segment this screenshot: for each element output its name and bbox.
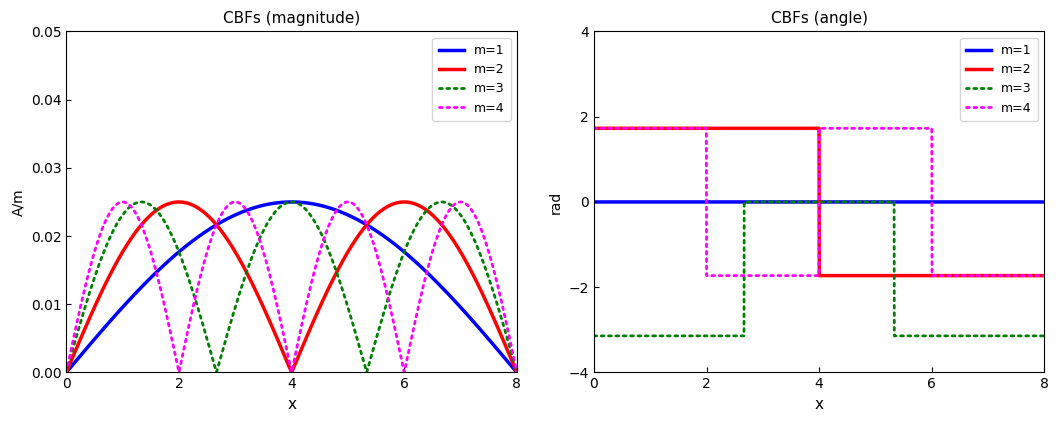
m=3 bbox=[511, 370, 524, 375]
Line: m=3: m=3 bbox=[67, 202, 517, 373]
m=1 bbox=[414, 264, 427, 269]
m=4 bbox=[414, 292, 427, 297]
m=1 bbox=[511, 370, 524, 375]
m=2 bbox=[497, 339, 510, 344]
m=3 bbox=[587, 333, 600, 338]
m=3 bbox=[942, 333, 955, 338]
m=4 bbox=[795, 273, 808, 278]
X-axis label: x: x bbox=[815, 397, 824, 412]
m=4 bbox=[807, 273, 819, 278]
m=2 bbox=[611, 126, 623, 131]
m=1 bbox=[795, 199, 808, 204]
m=4 bbox=[267, 288, 280, 293]
Legend: m=1, m=2, m=3, m=4: m=1, m=2, m=3, m=4 bbox=[960, 38, 1038, 121]
m=1 bbox=[1025, 199, 1038, 204]
m=1 bbox=[1038, 199, 1050, 204]
m=3 bbox=[1025, 333, 1038, 338]
m=4 bbox=[497, 309, 510, 314]
m=4 bbox=[587, 126, 600, 131]
Title: CBFs (magnitude): CBFs (magnitude) bbox=[223, 11, 360, 26]
m=1 bbox=[1025, 199, 1038, 204]
m=1 bbox=[83, 343, 95, 348]
X-axis label: x: x bbox=[287, 397, 296, 412]
m=4 bbox=[511, 370, 524, 375]
m=4 bbox=[83, 268, 95, 273]
Legend: m=1, m=2, m=3, m=4: m=1, m=2, m=3, m=4 bbox=[432, 38, 511, 121]
m=2 bbox=[813, 273, 826, 278]
m=2 bbox=[414, 204, 427, 209]
m=3 bbox=[807, 199, 819, 204]
m=2 bbox=[83, 316, 95, 321]
m=4 bbox=[60, 370, 73, 375]
m=2 bbox=[511, 370, 524, 375]
m=1 bbox=[497, 354, 510, 360]
Title: CBFs (angle): CBFs (angle) bbox=[771, 11, 868, 26]
Line: m=2: m=2 bbox=[594, 128, 1044, 276]
m=3 bbox=[60, 370, 73, 375]
m=4 bbox=[1025, 273, 1038, 278]
m=1 bbox=[285, 199, 298, 204]
m=3 bbox=[795, 199, 808, 204]
m=2 bbox=[795, 126, 808, 131]
m=4 bbox=[942, 273, 955, 278]
m=3 bbox=[1025, 333, 1038, 338]
m=4 bbox=[1025, 273, 1038, 278]
m=1 bbox=[60, 370, 73, 375]
m=2 bbox=[279, 356, 292, 361]
m=3 bbox=[497, 324, 510, 329]
m=3 bbox=[279, 201, 292, 206]
m=1 bbox=[279, 200, 292, 205]
m=4 bbox=[1038, 273, 1050, 278]
m=3 bbox=[83, 291, 95, 296]
m=2 bbox=[807, 126, 819, 131]
Line: m=3: m=3 bbox=[594, 202, 1044, 336]
m=2 bbox=[60, 370, 73, 375]
m=1 bbox=[807, 199, 819, 204]
m=4 bbox=[701, 273, 713, 278]
m=1 bbox=[267, 201, 280, 206]
m=2 bbox=[1025, 273, 1038, 278]
m=1 bbox=[587, 199, 600, 204]
m=1 bbox=[611, 199, 623, 204]
m=2 bbox=[173, 199, 185, 204]
m=4 bbox=[117, 199, 129, 204]
Line: m=4: m=4 bbox=[67, 202, 517, 373]
m=2 bbox=[942, 273, 955, 278]
m=3 bbox=[414, 215, 427, 220]
Y-axis label: rad: rad bbox=[549, 190, 563, 214]
m=3 bbox=[611, 333, 623, 338]
m=3 bbox=[1038, 333, 1050, 338]
m=4 bbox=[497, 310, 510, 315]
Line: m=2: m=2 bbox=[67, 202, 517, 373]
m=2 bbox=[1025, 273, 1038, 278]
Line: m=4: m=4 bbox=[594, 128, 1044, 276]
Line: m=1: m=1 bbox=[67, 202, 517, 373]
m=2 bbox=[267, 328, 280, 333]
m=3 bbox=[738, 199, 750, 204]
Y-axis label: A/m: A/m bbox=[11, 188, 25, 216]
m=4 bbox=[279, 342, 292, 347]
m=2 bbox=[1038, 273, 1050, 278]
m=2 bbox=[497, 340, 510, 345]
m=1 bbox=[942, 199, 955, 204]
m=3 bbox=[267, 211, 280, 216]
m=1 bbox=[497, 354, 510, 360]
m=3 bbox=[135, 199, 147, 204]
m=3 bbox=[497, 325, 510, 330]
m=2 bbox=[587, 126, 600, 131]
m=4 bbox=[611, 126, 623, 131]
